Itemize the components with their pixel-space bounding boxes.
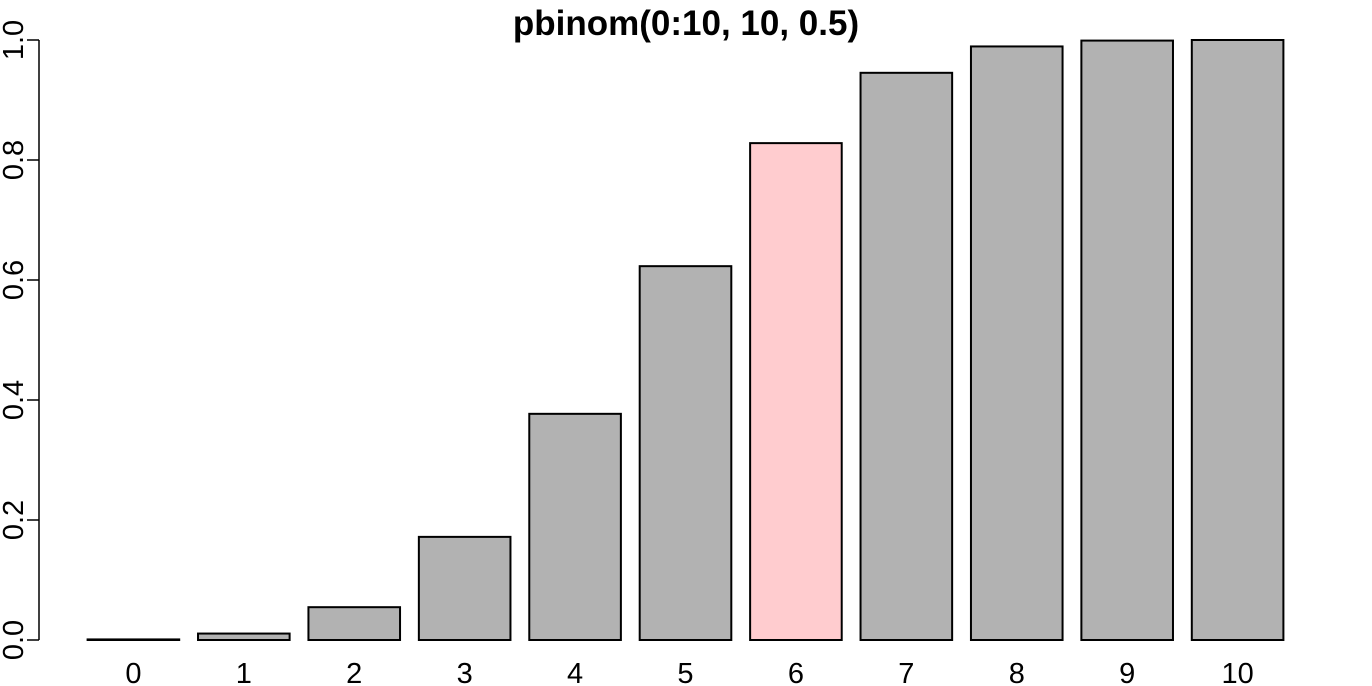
chart-title: pbinom(0:10, 10, 0.5)	[513, 4, 859, 43]
x-tick-label: 0	[125, 658, 141, 686]
bar	[417, 535, 512, 641]
x-tick-label: 7	[898, 658, 914, 686]
x-tick-label: 6	[788, 658, 804, 686]
x-tick-label: 10	[1221, 658, 1253, 686]
bar	[638, 265, 733, 641]
y-tick-label: 1.0	[0, 20, 30, 60]
bar	[1080, 39, 1174, 642]
x-tick-label: 3	[457, 658, 473, 686]
bar	[1190, 39, 1285, 641]
bar	[197, 632, 291, 642]
bar	[86, 638, 181, 642]
y-axis: 0.0 0.2 0.4 0.6 0.8 1.0	[0, 20, 40, 660]
x-tick-label: 5	[677, 658, 693, 686]
x-tick-label: 4	[567, 658, 583, 686]
y-tick-label: 0.4	[0, 380, 30, 420]
bar	[528, 412, 622, 641]
bar	[969, 45, 1064, 642]
bar	[859, 71, 954, 641]
y-tick-label: 0.2	[0, 500, 30, 540]
x-tick-labels: 0 1 2 3 4 5 6 7 8 9 10	[125, 658, 1253, 686]
x-tick-label: 8	[1009, 658, 1025, 686]
y-tick-label: 0.6	[0, 260, 30, 300]
bars-group	[86, 39, 1285, 642]
x-tick-label: 1	[236, 658, 252, 686]
bar	[307, 606, 402, 641]
y-tick-label: 0.0	[0, 620, 30, 660]
x-tick-label: 2	[346, 658, 362, 686]
bar-highlighted	[749, 142, 843, 641]
y-tick-label: 0.8	[0, 140, 30, 180]
x-tick-label: 9	[1119, 658, 1135, 686]
